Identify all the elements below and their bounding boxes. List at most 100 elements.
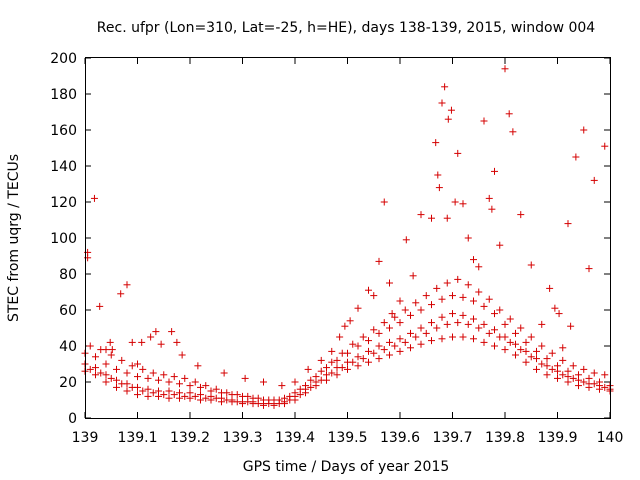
data-point: [601, 383, 609, 391]
data-point: [543, 371, 551, 379]
data-point: [354, 342, 362, 350]
data-point: [402, 236, 410, 244]
data-point: [449, 333, 456, 341]
data-point: [548, 365, 556, 373]
data-point: [433, 324, 441, 332]
data-point: [485, 329, 493, 337]
data-point: [422, 292, 430, 300]
data-point: [496, 333, 504, 341]
data-point: [344, 365, 351, 373]
data-point: [443, 214, 451, 222]
data-point: [522, 338, 530, 346]
data-point: [501, 346, 509, 354]
data-point: [149, 369, 157, 377]
data-point: [433, 284, 441, 292]
data-point: [123, 387, 131, 395]
data-point: [239, 400, 246, 408]
data-point: [139, 387, 147, 395]
data-point: [218, 398, 225, 406]
data-point: [365, 337, 372, 345]
data-point: [412, 299, 420, 307]
data-point: [555, 310, 563, 318]
data-point: [194, 362, 202, 370]
data-point: [564, 378, 572, 386]
data-point: [118, 380, 126, 388]
data-point: [491, 342, 498, 350]
data-point: [443, 279, 451, 287]
data-point: [509, 128, 517, 136]
data-point: [291, 378, 299, 386]
data-point: [564, 220, 572, 228]
data-point: [138, 338, 146, 346]
data-point: [202, 394, 210, 402]
data-point: [491, 167, 498, 175]
data-point: [144, 385, 152, 393]
data-point: [220, 369, 228, 377]
data-point: [443, 320, 451, 328]
data-point: [601, 371, 609, 379]
data-point: [432, 139, 440, 147]
data-point: [106, 338, 114, 346]
y-tick-label: 160: [50, 123, 77, 139]
data-point: [165, 394, 173, 402]
data-point: [233, 391, 241, 399]
data-point: [365, 358, 372, 366]
data-point: [422, 329, 430, 337]
data-point: [396, 297, 404, 305]
data-point: [459, 200, 467, 208]
data-point: [401, 338, 409, 346]
data-point: [241, 374, 249, 382]
y-tick-label: 200: [50, 51, 77, 67]
x-tick-label: 139.5: [327, 430, 367, 446]
data-point: [102, 360, 110, 368]
data-point: [181, 392, 189, 400]
data-point: [333, 371, 341, 379]
data-point: [370, 292, 378, 300]
data-point: [375, 329, 383, 337]
data-point: [543, 355, 551, 363]
data-point: [165, 387, 173, 395]
x-tick-label: 139.8: [485, 430, 525, 446]
data-point: [475, 288, 483, 296]
data-point: [223, 389, 231, 397]
x-tick-label: 140: [597, 430, 624, 446]
data-point: [522, 358, 530, 366]
data-point: [554, 367, 561, 375]
data-point: [149, 389, 157, 397]
data-point: [567, 322, 575, 330]
data-point: [501, 320, 509, 328]
data-point: [338, 364, 346, 372]
data-point: [304, 365, 312, 373]
data-point: [186, 394, 194, 402]
data-point: [533, 347, 540, 355]
data-point: [572, 153, 580, 161]
data-point: [134, 373, 141, 381]
y-tick-label: 120: [50, 195, 77, 211]
data-point: [113, 365, 120, 373]
data-point: [349, 358, 357, 366]
data-point: [538, 320, 546, 328]
data-point: [254, 400, 262, 408]
data-point: [197, 383, 204, 391]
data-point: [449, 292, 456, 300]
data-point: [464, 234, 472, 242]
data-point: [480, 338, 488, 346]
data-point: [435, 184, 443, 192]
data-point: [375, 355, 383, 363]
data-point: [380, 319, 388, 327]
data-point: [470, 256, 477, 264]
data-point: [401, 306, 409, 314]
data-point: [449, 310, 456, 318]
data-point: [307, 383, 315, 391]
data-point: [438, 335, 446, 343]
data-point: [86, 342, 94, 350]
y-tick-label: 0: [68, 411, 77, 427]
data-point: [485, 194, 493, 202]
data-point: [512, 329, 519, 337]
data-point: [123, 281, 131, 289]
data-point: [459, 311, 467, 319]
data-point: [396, 335, 404, 343]
data-point: [470, 335, 477, 343]
data-point: [278, 382, 286, 390]
data-point: [197, 396, 204, 404]
